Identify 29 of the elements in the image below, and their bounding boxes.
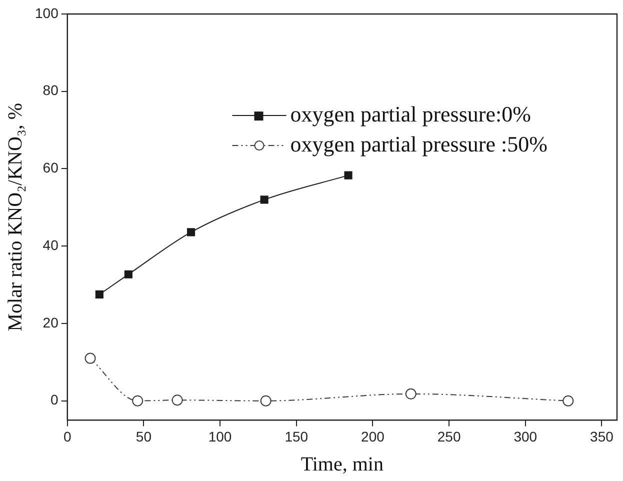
x-axis-title: Time, min bbox=[300, 453, 384, 476]
x-tick-label: 50 bbox=[136, 428, 152, 444]
point bbox=[405, 388, 416, 400]
y-tick-label: 80 bbox=[42, 82, 59, 98]
x-tick-label: 200 bbox=[361, 428, 385, 444]
y-tick-label: 0 bbox=[50, 392, 59, 408]
point bbox=[260, 395, 272, 406]
point bbox=[84, 352, 96, 364]
x-tick-label: 350 bbox=[590, 428, 614, 444]
point bbox=[124, 270, 132, 278]
y-tick-label: 20 bbox=[42, 314, 59, 330]
x-tick-label: 250 bbox=[437, 428, 461, 444]
point bbox=[562, 395, 574, 406]
point bbox=[172, 394, 183, 406]
x-tick-label: 100 bbox=[208, 428, 232, 444]
y-tick-label: 40 bbox=[42, 236, 59, 253]
y-tick-label: 60 bbox=[42, 160, 59, 176]
x-tick-label: 150 bbox=[284, 428, 308, 444]
x-tick-label: 300 bbox=[514, 428, 538, 444]
legend-label: oxygen partial pressure :50% bbox=[290, 131, 548, 156]
y-axis-title: Molar ratio KNO₂/KNO₃, % bbox=[4, 102, 26, 332]
point bbox=[344, 171, 352, 180]
point bbox=[260, 196, 268, 204]
point bbox=[132, 395, 144, 406]
legend-label: oxygen partial pressure:0% bbox=[290, 101, 531, 126]
x-tick-label: 0 bbox=[63, 428, 72, 444]
point bbox=[186, 228, 196, 236]
point bbox=[95, 290, 104, 299]
y-tick-label: 100 bbox=[35, 4, 59, 21]
